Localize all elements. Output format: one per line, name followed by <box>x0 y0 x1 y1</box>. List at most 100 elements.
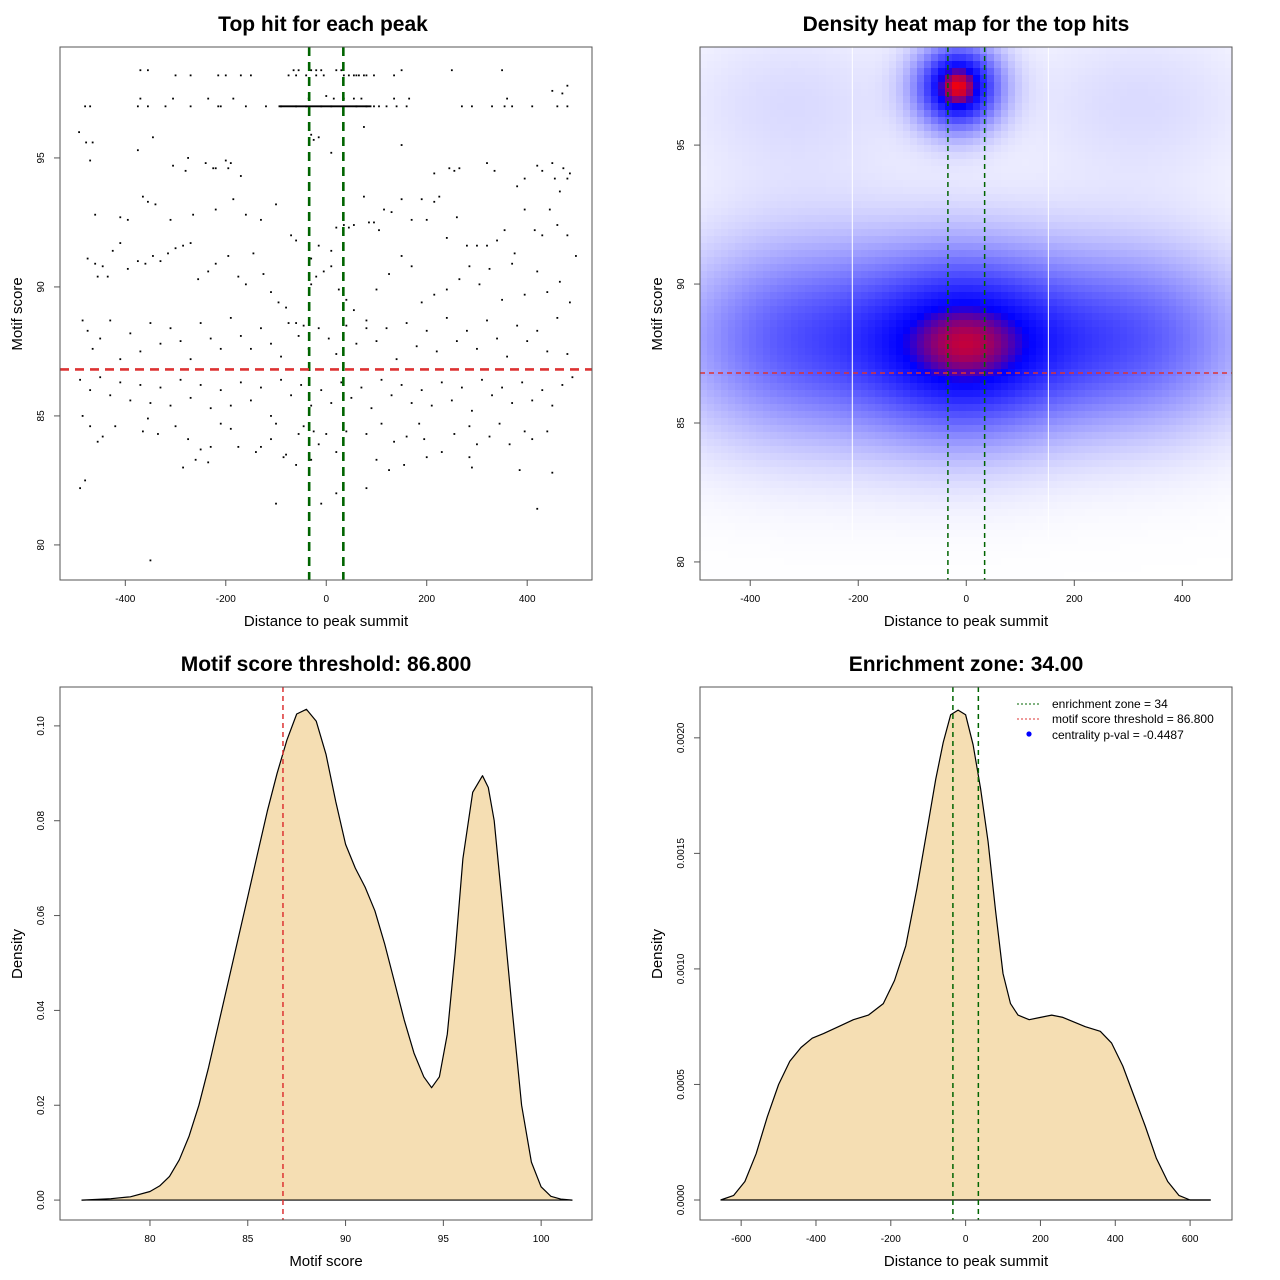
heatmap-cell <box>1092 222 1100 230</box>
heatmap-cell <box>882 341 890 349</box>
heatmap-cell <box>819 544 827 552</box>
heatmap-cell <box>756 544 764 552</box>
heatmap-cell <box>924 425 932 433</box>
scatter-point <box>478 283 481 286</box>
heatmap-cell <box>980 138 988 146</box>
heatmap-cell <box>889 551 897 559</box>
heatmap-cell <box>1050 446 1058 454</box>
heatmap-cell <box>826 439 834 447</box>
heatmap-cell <box>826 453 834 461</box>
scatter-point <box>496 337 498 340</box>
heatmap-cell <box>1036 152 1044 160</box>
heatmap-cell <box>700 432 708 440</box>
heatmap-cell <box>1099 453 1107 461</box>
heatmap-cell <box>735 572 743 580</box>
heatmap-cell <box>889 376 897 384</box>
heatmap-cell <box>1022 264 1030 272</box>
heatmap-cell <box>735 173 743 181</box>
heatmap-cell <box>840 166 848 174</box>
heatmap-cell <box>1078 89 1086 97</box>
heatmap-cell <box>1064 558 1072 566</box>
scatter-point <box>111 249 114 252</box>
scatter-point <box>147 105 149 108</box>
scatter-point <box>370 407 373 410</box>
heatmap-cell <box>1022 138 1030 146</box>
heatmap-cell <box>952 180 960 188</box>
heatmap-cell <box>1092 523 1100 531</box>
scatter-point <box>295 239 298 242</box>
heatmap-cell <box>987 320 995 328</box>
scatter-point <box>410 265 413 268</box>
heatmap-cell <box>882 75 890 83</box>
heatmap-cell <box>833 285 841 293</box>
heatmap-cell <box>700 82 708 90</box>
heatmap-cell <box>777 236 785 244</box>
heatmap-cell <box>1071 285 1079 293</box>
heatmap-cell <box>1008 355 1016 363</box>
heatmap-cell <box>875 285 883 293</box>
heatmap-cell <box>728 320 736 328</box>
scatter-point <box>136 105 139 108</box>
heatmap-cell <box>854 530 862 538</box>
heatmap-cell <box>812 82 820 90</box>
heatmap-cell <box>1029 159 1037 167</box>
heatmap-cell <box>728 68 736 76</box>
heatmap-cell <box>707 404 715 412</box>
heatmap-cell <box>1085 509 1093 517</box>
heatmap-cell <box>1001 397 1009 405</box>
heatmap-cell <box>847 103 855 111</box>
heatmap-cell <box>763 117 771 125</box>
heatmap-cell <box>1099 334 1107 342</box>
heatmap-cell <box>1092 124 1100 132</box>
heatmap-cell <box>917 467 925 475</box>
heatmap-cell <box>847 187 855 195</box>
heatmap-cell <box>1001 362 1009 370</box>
heatmap-cell <box>756 537 764 545</box>
heatmap-cell <box>882 124 890 132</box>
heatmap-cell <box>875 530 883 538</box>
heatmap-cell <box>931 516 939 524</box>
heatmap-cell <box>1050 530 1058 538</box>
heatmap-cell <box>805 404 813 412</box>
heatmap-cell <box>987 397 995 405</box>
heatmap-cell <box>966 250 974 258</box>
heatmap-cell <box>1043 516 1051 524</box>
heatmap-cell <box>896 117 904 125</box>
heatmap-cell <box>763 236 771 244</box>
heatmap-cell <box>840 243 848 251</box>
heatmap-cell <box>1015 523 1023 531</box>
scatter-point <box>531 399 534 402</box>
heatmap-cell <box>1001 530 1009 538</box>
heatmap-cell <box>1015 68 1023 76</box>
heatmap-cell <box>812 572 820 580</box>
scatter-point <box>187 438 190 441</box>
heatmap-cell <box>987 390 995 398</box>
heatmap-cell <box>742 110 750 118</box>
heatmap-cell <box>1036 243 1044 251</box>
heatmap-cell <box>756 89 764 97</box>
heatmap-cell <box>938 201 946 209</box>
heatmap-cell <box>987 222 995 230</box>
heatmap-cell <box>973 306 981 314</box>
heatmap-cell <box>1113 236 1121 244</box>
heatmap-cell <box>903 446 911 454</box>
heatmap-cell <box>938 369 946 377</box>
scatter-point <box>420 198 423 201</box>
heatmap-cell <box>707 516 715 524</box>
heatmap-cell <box>763 306 771 314</box>
heatmap-cell <box>1043 327 1051 335</box>
heatmap-cell <box>938 495 946 503</box>
heatmap-cell <box>749 327 757 335</box>
heatmap-cell <box>896 215 904 223</box>
heatmap-cell <box>973 292 981 300</box>
heatmap-cell <box>966 509 974 517</box>
heatmap-cell <box>987 460 995 468</box>
scatter-point <box>471 105 473 108</box>
scatter-point <box>385 327 388 330</box>
heatmap-cell <box>924 166 932 174</box>
heatmap-cell <box>1043 446 1051 454</box>
heatmap-cell <box>763 572 771 580</box>
heatmap-cell <box>1015 334 1023 342</box>
heatmap-cell <box>847 502 855 510</box>
heatmap-cell <box>1064 537 1072 545</box>
